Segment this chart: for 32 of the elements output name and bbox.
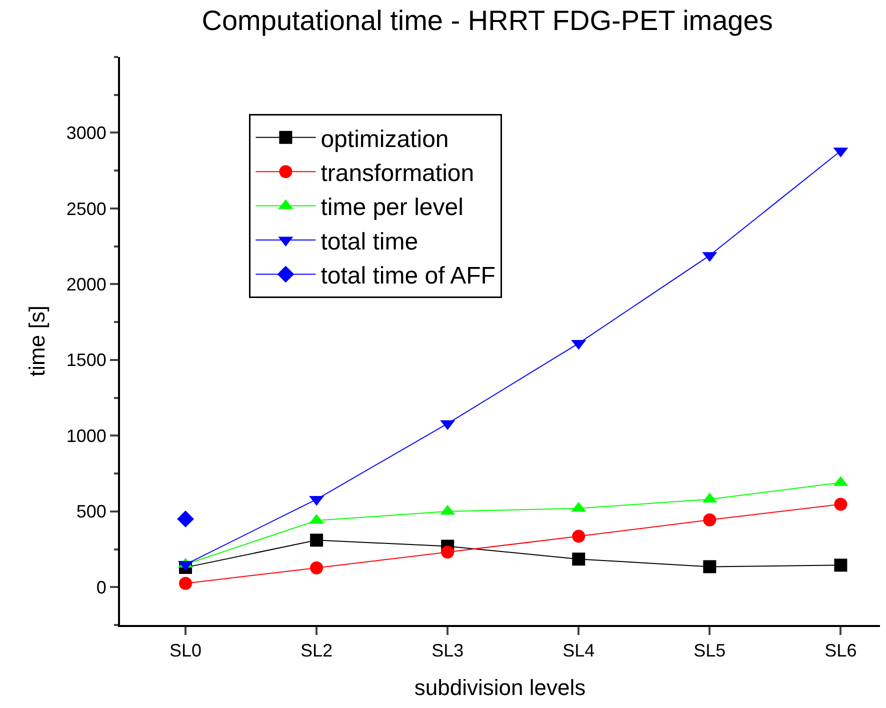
y-tick-label: 1000 — [66, 426, 106, 446]
y-tick-label: 2000 — [66, 274, 106, 294]
y-tick-label: 3000 — [66, 123, 106, 144]
y-axis-title: time [s] — [24, 306, 50, 376]
legend-label: total time — [320, 228, 418, 256]
legend-label: optimization — [320, 126, 449, 153]
legend-label: total time of AFF — [320, 262, 496, 290]
chart-title: Computational time - HRRT FDG-PET images — [202, 5, 773, 36]
point — [177, 510, 194, 528]
y-tick-label: 500 — [76, 502, 106, 522]
point — [441, 546, 454, 559]
point — [179, 576, 192, 590]
x-tick-label: SL4 — [562, 640, 595, 661]
y-tick-label: 2500 — [66, 198, 106, 219]
y-tick-label: 0 — [96, 577, 106, 598]
x-axis-title: subdivision levels — [414, 675, 586, 700]
x-tick-label: SL2 — [300, 640, 333, 661]
point — [703, 513, 716, 526]
point — [703, 560, 716, 574]
y-tick-label: 1500 — [66, 350, 106, 370]
x-tick-label: SL0 — [170, 640, 202, 661]
point — [310, 561, 324, 574]
point — [572, 530, 586, 543]
point — [834, 558, 848, 572]
legend-label: time per level — [320, 194, 464, 222]
point — [834, 498, 848, 511]
legend-label: transformation — [320, 160, 474, 187]
x-tick-label: SL3 — [432, 640, 464, 661]
x-tick-label: SL6 — [824, 640, 857, 661]
x-tick-label: SL5 — [694, 640, 726, 661]
point — [572, 552, 586, 566]
point — [310, 534, 324, 547]
